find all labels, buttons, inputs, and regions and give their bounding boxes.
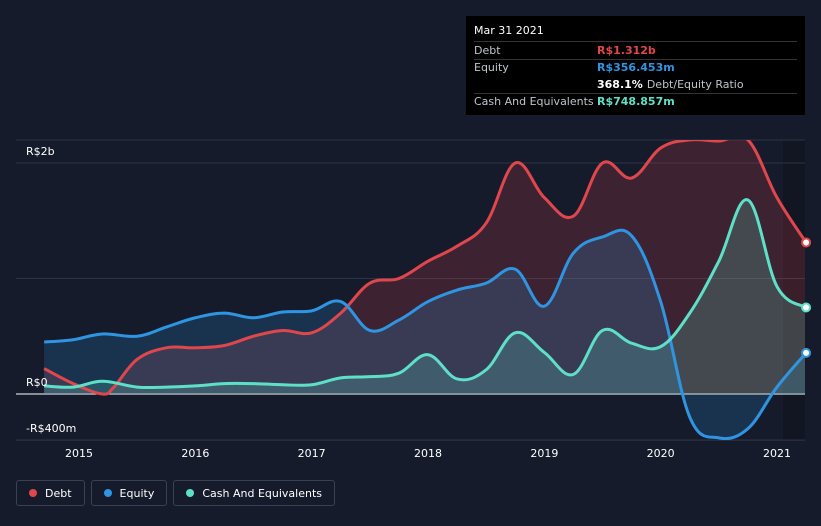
x-tick-label: 2021 [763, 447, 791, 460]
x-tick-label: 2020 [647, 447, 675, 460]
y-tick-label: -R$400m [26, 422, 76, 435]
tooltip-row-cash: Cash And Equivalents R$748.857m [474, 92, 797, 111]
tooltip-row-equity: Equity R$356.453m [474, 58, 797, 77]
cash-line [44, 198, 805, 390]
series-endpoints [801, 237, 812, 358]
series-lines [43, 140, 805, 440]
tooltip-ratio-value: 368.1% [597, 77, 643, 91]
legend-debt-label: Debt [45, 486, 72, 500]
legend-item-debt[interactable]: Debt [16, 480, 85, 506]
x-tick-label: 2015 [65, 447, 93, 460]
legend-cash-dot-icon [186, 489, 195, 497]
x-tick-label: 2019 [530, 447, 558, 460]
debt-endpoint-marker [801, 237, 812, 248]
cash-endpoint-marker [801, 302, 812, 313]
legend-item-cash[interactable]: Cash And Equivalents [173, 480, 335, 506]
legend-item-equity[interactable]: Equity [90, 480, 168, 506]
series-areas [44, 140, 805, 439]
tooltip-row-ratio: 368.1% Debt/Equity Ratio [474, 76, 797, 93]
tooltip-panel: Mar 31 2021 Debt R$1.312b Equity R$356.4… [466, 16, 805, 115]
equity-line [43, 228, 805, 440]
legend-equity-label: Equity [119, 486, 155, 500]
legend-equity-dot-icon [103, 489, 112, 497]
tooltip-date: Mar 31 2021 [474, 24, 544, 37]
legend: Debt Equity Cash And Equivalents [16, 480, 335, 506]
tooltip-ratio-label: Debt/Equity Ratio [646, 77, 744, 91]
tooltip-equity-label: Equity [474, 61, 509, 75]
cash-area [44, 199, 805, 394]
y-tick-label: R$2b [26, 145, 55, 158]
tooltip-row-debt: Debt R$1.312b [474, 41, 797, 59]
x-tick-label: 2018 [414, 447, 442, 460]
x-axis-labels: 2015 2016 2017 2018 2019 2020 2021 [65, 447, 791, 460]
tooltip-debt-label: Debt [474, 43, 501, 57]
y-tick-label: R$0 [26, 376, 48, 389]
tooltip-debt-value: R$1.312b [597, 43, 656, 57]
grid-lines [16, 139, 805, 441]
legend-debt-dot-icon [29, 489, 37, 497]
debt-line [43, 140, 805, 396]
equity-endpoint-marker [801, 347, 812, 358]
legend-cash-label: Cash And Equivalents [202, 486, 322, 500]
x-tick-label: 2016 [181, 447, 209, 460]
tooltip-equity-value: R$356.453m [597, 61, 675, 75]
y-axis-labels: R$2b R$0 -R$400m [26, 145, 76, 435]
tooltip-cash-label: Cash And Equivalents [474, 95, 594, 109]
equity-area [44, 230, 805, 439]
x-tick-label: 2017 [298, 447, 326, 460]
tooltip-cash-value: R$748.857m [597, 95, 675, 109]
